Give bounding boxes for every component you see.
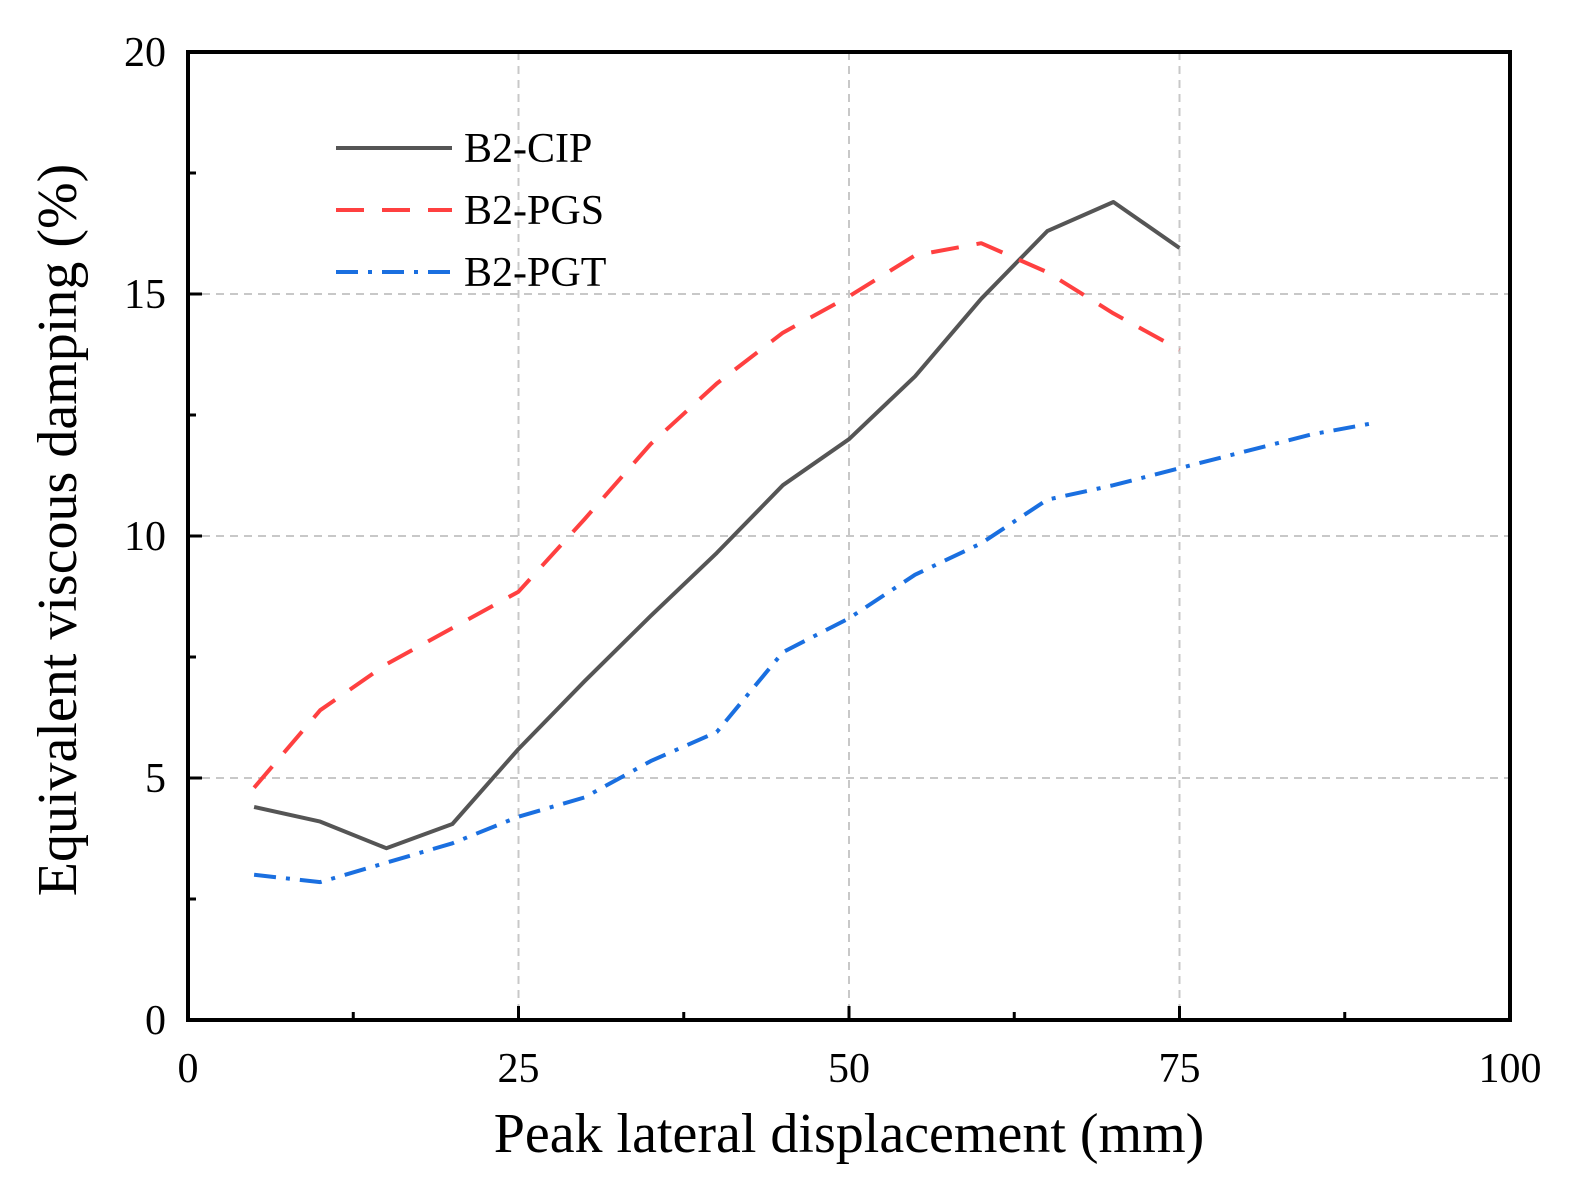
axis-ticks [188,171,1347,1020]
y-tick-label: 0 [145,998,166,1044]
y-tick-labels: 0 5 10 15 20 [124,30,166,1044]
gridlines [188,52,1510,1020]
x-tick-label: 100 [1479,1046,1542,1092]
x-tick-label: 50 [828,1046,870,1092]
series-line-b2-pgs [252,241,1181,789]
x-tick-label: 25 [498,1046,540,1092]
legend-label-b2-pgt: B2-PGT [464,250,606,296]
y-tick-label: 10 [124,514,166,560]
y-tick-label: 5 [145,756,166,802]
x-tick-label: 75 [1159,1046,1201,1092]
series-line-b2-pgt [253,420,1379,885]
series-line-b2-cip [253,200,1181,851]
y-axis-title: Equivalent viscous damping (%) [27,164,89,897]
x-tick-label: 0 [178,1046,199,1092]
y-tick-label: 20 [124,30,166,76]
y-tick-label: 15 [124,272,166,318]
legend-label-b2-cip: B2-CIP [464,126,592,172]
x-tick-labels: 0 25 50 75 100 [178,1046,1542,1092]
legend-label-b2-pgs: B2-PGS [464,188,604,234]
series-lines [252,200,1379,885]
legend: B2-CIP B2-PGS B2-PGT [336,126,606,296]
x-axis-title: Peak lateral displacement (mm) [494,1103,1205,1165]
